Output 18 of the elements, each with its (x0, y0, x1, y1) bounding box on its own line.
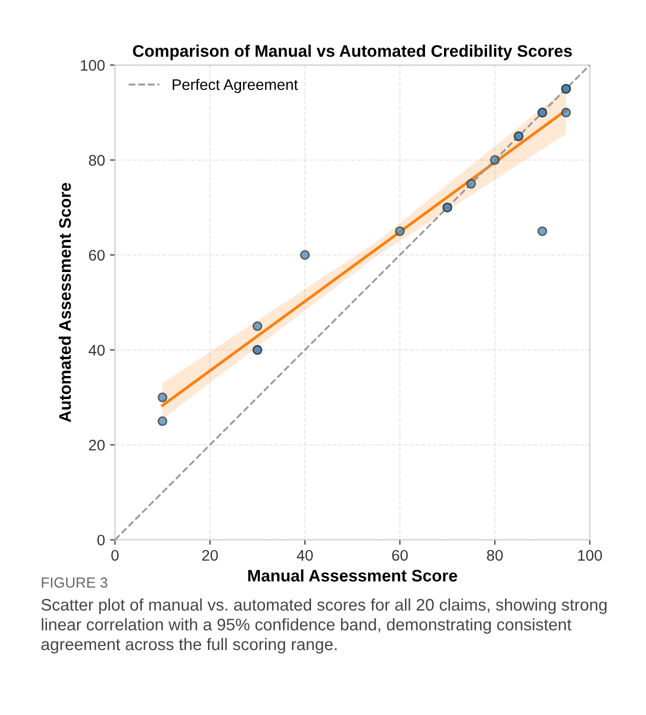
text: Scatter plot of manual vs. automated scores for all 20 claims, showing strong linear correlation with a 95% confidence band, demonstrating consistent agreement across the full scoring range. (41, 598, 607, 654)
x-tick-label: 20 (202, 550, 218, 561)
x-axis-title: Manual Assessment Score (248, 569, 458, 582)
y-tick-label: 20 (89, 440, 105, 451)
y-tick-label: 40 (88, 344, 105, 356)
y-tick-label: 100 (80, 60, 105, 71)
caption: FIGURE 3 (42, 577, 108, 588)
y-tick-label: 80 (88, 154, 105, 166)
x-tick-label: 40 (296, 550, 313, 561)
x-tick-label: 80 (487, 550, 503, 561)
chart-title: Comparison of Manual vs Automated Credibility Scores (132, 44, 572, 60)
y-axis-title: Automated Assessment Score (58, 182, 71, 422)
y-tick-label: 60 (89, 250, 105, 261)
x-tick-label: 100 (578, 550, 602, 561)
x-tick-label: 60 (392, 550, 408, 561)
x-tick-label: 0 (111, 550, 119, 561)
y-tick-label: 0 (97, 534, 105, 546)
legend-label: Perfect Agreement (172, 78, 298, 94)
